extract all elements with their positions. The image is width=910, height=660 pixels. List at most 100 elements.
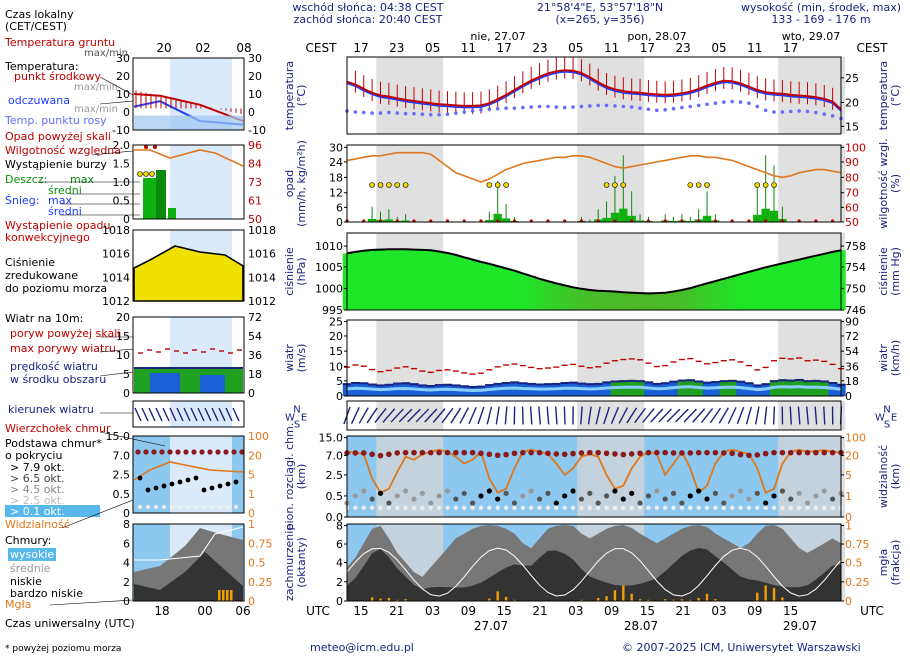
cov-tick-left: 6 (336, 538, 343, 551)
cov-tick-left: 2 (336, 576, 343, 589)
cloud-base-dot (545, 490, 551, 496)
cloud-low-dot (369, 505, 375, 510)
cloud-base-dot (763, 500, 769, 506)
cov-tick-right: 1 (845, 520, 852, 533)
dew-point-dot (370, 111, 374, 115)
wind-speed-top (686, 379, 695, 382)
pressure-fill (485, 263, 495, 310)
fog-bar (638, 599, 642, 601)
pressure-fill (501, 268, 511, 310)
cloud-base-dot (361, 488, 367, 494)
coordinates: 21°58'4"E, 53°57'18"N (x=265, y=356) (520, 2, 680, 26)
thunderstorm-dot (620, 182, 627, 188)
legend-cloud-top (191, 449, 197, 455)
coverage-right-label: mgła (877, 549, 890, 577)
legend-wdir-arrow (155, 407, 163, 422)
legend-connector (49, 599, 134, 606)
wind-direction-arrow (736, 406, 745, 425)
cloud-base-dot (453, 496, 459, 502)
wind-direction-arrow (814, 406, 818, 425)
pressure-fill (744, 271, 754, 310)
legend-pressure-text: do poziomu morza (5, 282, 107, 295)
cloud-tick-left: 7.0 (326, 449, 344, 462)
wind-direction-arrow (650, 408, 664, 423)
legend-cloud-top (223, 449, 229, 455)
legend-tick-left: 20 (116, 70, 130, 83)
legend-tick-left: 2.5 (113, 469, 131, 482)
hour-bottom-label: 21 (676, 604, 691, 618)
dew-point-dot (822, 112, 827, 116)
wind-speed-top (711, 381, 721, 384)
legend-cov-high (134, 526, 244, 561)
wind-direction-arrow (477, 406, 485, 425)
legend-convective: Wystąpienie opadu (5, 219, 110, 232)
wind-tick-left: 10 (329, 360, 343, 373)
pres-tick-left: 995 (322, 304, 343, 317)
wind-direction-arrow (580, 406, 583, 425)
legend-thunder: Wystąpienie burzy (5, 158, 107, 171)
prec-tick-left: 18 (329, 171, 343, 184)
wind-tick-left: 15 (329, 345, 343, 358)
legend-temp-border (132, 57, 245, 131)
cloud-low-dot (671, 505, 676, 510)
date-bottom-label: 28.07 (624, 619, 658, 633)
legend-okt-label: > 0.1 okt. (10, 505, 65, 518)
legend-tick-left: 0 (123, 507, 130, 520)
dew-point-dot (797, 109, 801, 113)
cloud-top-dot (620, 451, 627, 458)
cloud-low-dot (395, 505, 400, 510)
hour-top-label: 05 (711, 41, 726, 55)
legend-pressure-border (132, 229, 245, 302)
legend-cloud-base (137, 475, 143, 481)
legend-wdir-arrow (162, 407, 170, 422)
hour-top-label: 23 (532, 41, 547, 55)
fog-bar (781, 597, 784, 601)
fog-bar (647, 599, 650, 601)
precip-left-label: opad (283, 170, 296, 197)
legend-hour-top: 02 (195, 41, 210, 55)
dew-point-dot (755, 104, 760, 109)
legend-soil-mm: max/min (84, 48, 128, 59)
dew-point-dot (504, 106, 508, 110)
pressure-fill (535, 278, 545, 310)
cloud-low-dot (579, 505, 584, 510)
cloud-low-dot (470, 505, 475, 510)
legend-tick-left: 7.0 (113, 449, 131, 462)
wind-direction-arrow (407, 408, 421, 423)
legend-cloud-base (193, 475, 199, 481)
dew-point-dot (454, 111, 458, 115)
elevation-values: 133 - 169 - 176 m (771, 13, 871, 26)
coverage-right-label: (frakcja) (889, 540, 902, 586)
day-top-label: wto, 29.07 (782, 30, 841, 43)
wind-speed-top (736, 380, 746, 383)
legend-clouds-border (132, 435, 245, 514)
pres-tick-left: 1010 (315, 240, 343, 253)
legend-cloud-top (231, 449, 237, 455)
footer-email[interactable]: meteo@icm.edu.pl (310, 641, 414, 654)
legend-tick-right: 30 (248, 52, 262, 65)
pressure-fill (778, 263, 788, 310)
hour-top-label: 11 (461, 41, 476, 55)
legend-tick-left: 15 (116, 330, 130, 343)
wind-direction-arrow (350, 407, 360, 424)
cloud-base-dot (595, 500, 601, 506)
cloud-top-dot (377, 452, 384, 459)
cov-tick-right: 0.25 (845, 576, 870, 589)
cloud-tick-right: 0 (845, 511, 852, 524)
legend-hour-top: 08 (236, 41, 251, 55)
cloud-low-dot (788, 505, 793, 510)
legend-cloud-low (226, 505, 230, 509)
legend-tick-right: 36 (248, 349, 262, 362)
dew-point-dot (571, 105, 575, 109)
legend-connector (99, 371, 134, 377)
fog-bar (772, 587, 776, 601)
pressure-fill (761, 267, 771, 310)
legend-clouds-title: Chmury: (5, 534, 51, 547)
legend-wdir-arrow (204, 407, 212, 422)
legend-cloud-low (234, 505, 238, 509)
legend-tick-left: 20 (116, 311, 130, 324)
pressure-fill (736, 274, 746, 310)
cloud-top-dot (628, 451, 635, 457)
precip-mean-bar (669, 220, 678, 222)
cloud-low-dot (453, 505, 459, 510)
